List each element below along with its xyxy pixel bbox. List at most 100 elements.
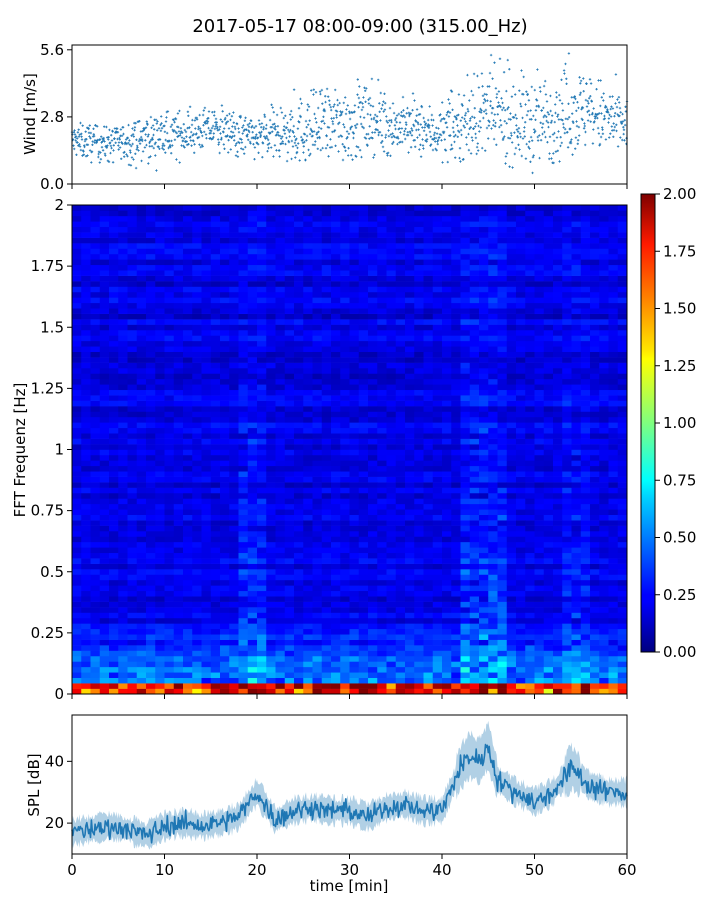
spectrogram-cell (72, 313, 82, 320)
spectrogram-cell (238, 308, 249, 314)
spectrogram-cell (303, 612, 313, 619)
spectrogram-cell (146, 319, 156, 325)
spectrogram-cell (146, 384, 156, 391)
spectrogram-cell (146, 492, 156, 499)
spectrogram-cell (201, 411, 212, 418)
spectrogram-cell (414, 264, 424, 271)
spectrogram-cell (340, 427, 350, 434)
spectrogram-cell (220, 259, 230, 266)
spectrogram-cell (321, 433, 332, 439)
spectrogram-cell (349, 585, 360, 592)
spectrogram-cell (247, 623, 258, 630)
spectrogram-cell (173, 270, 184, 276)
spectrogram-cell (118, 683, 128, 689)
spectrogram-cell (220, 596, 230, 602)
spectrogram-cell (118, 248, 128, 255)
wind-point (546, 121, 550, 124)
spectrogram-cell (312, 655, 323, 662)
spectrogram-cell (220, 569, 230, 575)
spectrogram-cell (127, 384, 138, 391)
spectrogram-cell (229, 226, 239, 233)
spectrogram-cell (321, 297, 332, 304)
wind-point (127, 141, 130, 145)
spectrogram-cell (257, 482, 267, 488)
spectrogram-cell (312, 210, 323, 217)
spectrogram-cell (210, 362, 221, 369)
spectrogram-cell (294, 215, 304, 222)
spectrogram-cell (423, 574, 434, 581)
spectrogram-cell (358, 302, 369, 309)
wind-point (616, 98, 619, 101)
spectrogram-cell (386, 628, 397, 635)
spectrogram-cell (238, 389, 249, 396)
wind-point (404, 121, 408, 124)
wind-y-tick-label: 2.8 (40, 108, 64, 126)
spectrogram-cell (349, 416, 360, 423)
wind-point (370, 77, 374, 81)
wind-point (428, 130, 432, 134)
wind-point (347, 147, 350, 150)
wind-point (471, 139, 474, 142)
spectrogram-cell (257, 427, 267, 434)
spectrogram-cell (405, 368, 415, 374)
spectrogram-cell (173, 628, 184, 635)
spectrogram-cell (303, 444, 313, 450)
spectrogram-cell (414, 281, 424, 287)
spectrogram-cell (173, 634, 184, 640)
spectrogram-cell (358, 232, 369, 238)
wind-point (180, 144, 183, 147)
spectrogram-cell (303, 281, 313, 287)
spectrogram-cell (220, 362, 230, 369)
spectrogram-cell (90, 683, 101, 689)
spectrogram-cell (164, 536, 175, 543)
spectrogram-cell (368, 286, 378, 293)
spectrogram-cell (247, 563, 258, 570)
spectrogram-cell (405, 248, 415, 255)
spectrogram-cell (229, 368, 239, 374)
spectrogram-cell (183, 623, 193, 630)
wind-point (362, 116, 366, 119)
spectrogram-cell (127, 243, 138, 249)
spectrogram-cell (312, 579, 323, 586)
spectrogram-cell (386, 210, 397, 217)
spectrogram-cell (183, 492, 193, 499)
wind-y-tick-label: 5.6 (40, 41, 64, 59)
wind-point (524, 121, 527, 124)
spectrogram-cell (201, 237, 212, 244)
spectrogram-cell (294, 454, 304, 461)
spectrogram-cell (257, 253, 267, 260)
wind-point (553, 131, 556, 135)
wind-point (469, 152, 473, 155)
spectrogram-cell (395, 617, 406, 624)
spectrogram-cell (395, 351, 406, 358)
spectrogram-cell (118, 351, 128, 358)
wind-point (576, 139, 580, 142)
wind-point (575, 109, 578, 112)
spectrogram-cell (238, 378, 249, 385)
spectrogram-cell (312, 623, 323, 630)
spectrogram-cell (294, 677, 304, 684)
spectrogram-cell (164, 677, 175, 684)
spectrogram-cell (312, 520, 323, 526)
wind-point (192, 139, 195, 143)
wind-point (513, 131, 516, 134)
spectrogram-cell (340, 465, 350, 472)
spectrogram-cell (90, 416, 101, 423)
wind-point (570, 96, 573, 99)
spectrogram-cell (136, 617, 147, 624)
spectrogram-cell (220, 324, 230, 331)
spectrogram-cell (368, 563, 378, 570)
spectrogram-cell (146, 362, 156, 369)
spectrogram-cell (210, 324, 221, 331)
spectrogram-cell (247, 612, 258, 619)
spectrogram-cell (312, 661, 323, 668)
spectrogram-cell (220, 351, 230, 358)
wind-point (185, 135, 188, 138)
wind-point (397, 112, 401, 116)
spectrogram-cell (414, 324, 424, 331)
wind-point (76, 141, 79, 144)
spectrogram-cell (210, 487, 221, 494)
spectrogram-cell (294, 416, 304, 423)
spectrogram-cell (127, 210, 138, 217)
spectrogram-cell (210, 552, 221, 559)
